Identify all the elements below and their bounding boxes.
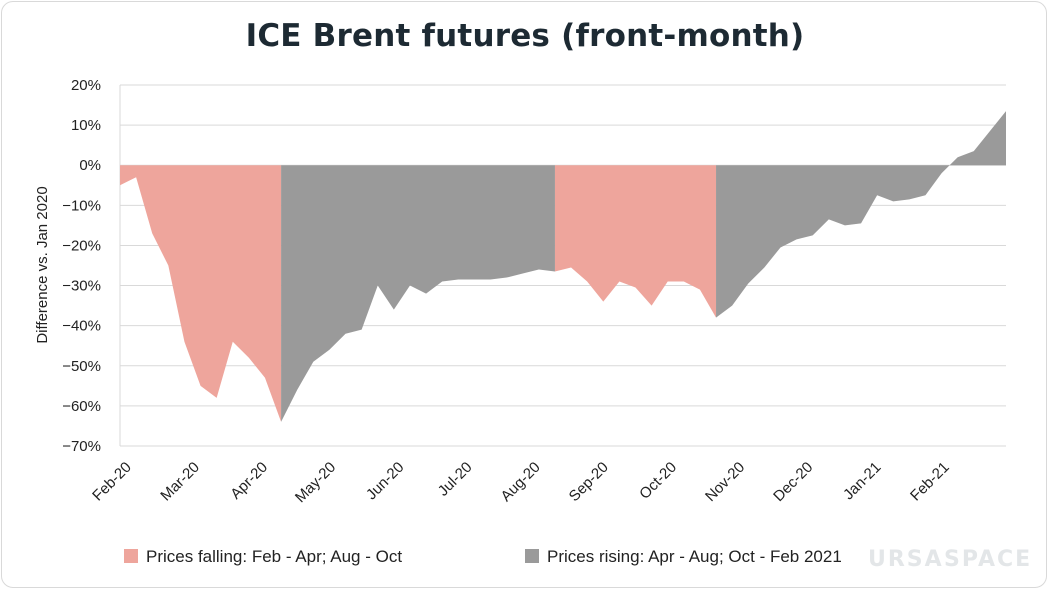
- x-tick-label: Jan-21: [840, 459, 884, 503]
- legend: Prices falling: Feb - Apr; Aug - Oct Pri…: [124, 547, 842, 566]
- y-tick-label: −30%: [62, 278, 101, 295]
- legend-label-falling: Prices falling: Feb - Apr; Aug - Oct: [146, 547, 402, 566]
- y-tick-label: 20%: [71, 77, 101, 94]
- svg-text:SPACE: SPACE: [944, 547, 1032, 572]
- y-tick-label: −10%: [62, 197, 101, 214]
- y-tick-label: −70%: [62, 438, 101, 455]
- y-axis-label: Difference vs. Jan 2020: [34, 186, 51, 343]
- x-tick-label: Jul-20: [435, 459, 476, 500]
- x-tick-label: Apr-20: [227, 459, 271, 503]
- x-tick-label: Jun-20: [363, 459, 407, 503]
- x-tick-label: Nov-20: [702, 459, 748, 505]
- x-tick-label: May-20: [292, 459, 339, 506]
- y-tick-label: −50%: [62, 358, 101, 375]
- x-axis-ticks: Feb-20 Mar-20 Apr-20 May-20 Jun-20 Jul-20 Aug-…: [89, 459, 952, 506]
- y-axis-ticks: 20% 10% 0% −10% −20% −30% −40% −50% −60% −70%: [62, 77, 101, 455]
- ursa-space-logo: URSA SPACE: [868, 547, 1032, 572]
- x-tick-label: Oct-20: [636, 459, 680, 503]
- y-tick-label: 0%: [79, 157, 101, 174]
- y-tick-label: 10%: [71, 117, 101, 134]
- legend-swatch-falling: [124, 549, 138, 563]
- legend-label-rising: Prices rising: Apr - Aug; Oct - Feb 2021: [547, 547, 842, 566]
- x-tick-label: Mar-20: [157, 459, 203, 505]
- y-tick-label: −40%: [62, 318, 101, 335]
- x-tick-label: Dec-20: [770, 459, 816, 505]
- area-segment: [281, 165, 555, 422]
- x-tick-label: Sep-20: [566, 459, 612, 505]
- chart-title: ICE Brent futures (front-month): [245, 18, 805, 54]
- x-tick-label: Aug-20: [498, 459, 544, 505]
- x-tick-label: Feb-20: [89, 459, 135, 505]
- area-segment: [554, 165, 717, 318]
- chart-areas: [120, 111, 1006, 422]
- svg-text:URSA: URSA: [868, 547, 944, 572]
- area-segment: [120, 165, 282, 422]
- area-segment: [716, 111, 1006, 318]
- y-tick-label: −20%: [62, 237, 101, 254]
- legend-swatch-rising: [525, 549, 539, 563]
- x-tick-label: Feb-21: [907, 459, 953, 505]
- y-tick-label: −60%: [62, 398, 101, 415]
